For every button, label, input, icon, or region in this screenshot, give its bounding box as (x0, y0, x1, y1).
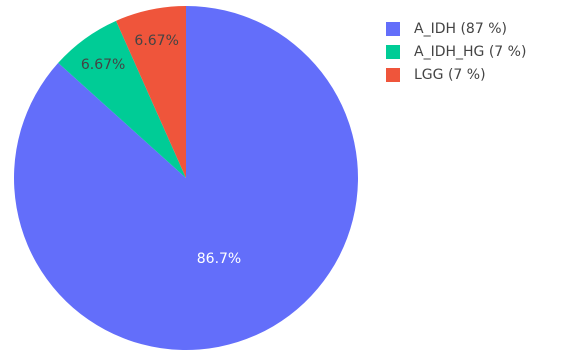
pie-slice-lgg[interactable] (116, 6, 186, 178)
slice-label-a-idh-hg: 6.67% (81, 57, 125, 73)
legend-swatch (386, 67, 400, 82)
legend-item-a-idh-hg[interactable]: A_IDH_HG (7 %) (386, 40, 526, 63)
legend-swatch (386, 21, 400, 36)
legend-item-lgg[interactable]: LGG (7 %) (386, 63, 526, 86)
legend-swatch (386, 44, 400, 59)
legend: A_IDH (87 %) A_IDH_HG (7 %) LGG (7 %) (386, 17, 526, 86)
slice-label-lgg: 6.67% (134, 33, 178, 49)
legend-label: LGG (7 %) (414, 66, 486, 83)
pie-slice-a-idh-hg[interactable] (58, 20, 187, 179)
legend-label: A_IDH (87 %) (414, 20, 507, 37)
slice-label-a-idh: 86.7% (197, 251, 241, 267)
pie-slice-a-idh[interactable] (14, 6, 358, 351)
legend-item-a-idh[interactable]: A_IDH (87 %) (386, 17, 526, 40)
pie-slice-labels: 86.7% 6.67% 6.67% (81, 33, 241, 267)
legend-label: A_IDH_HG (7 %) (414, 43, 527, 60)
pie-slices (14, 6, 358, 351)
